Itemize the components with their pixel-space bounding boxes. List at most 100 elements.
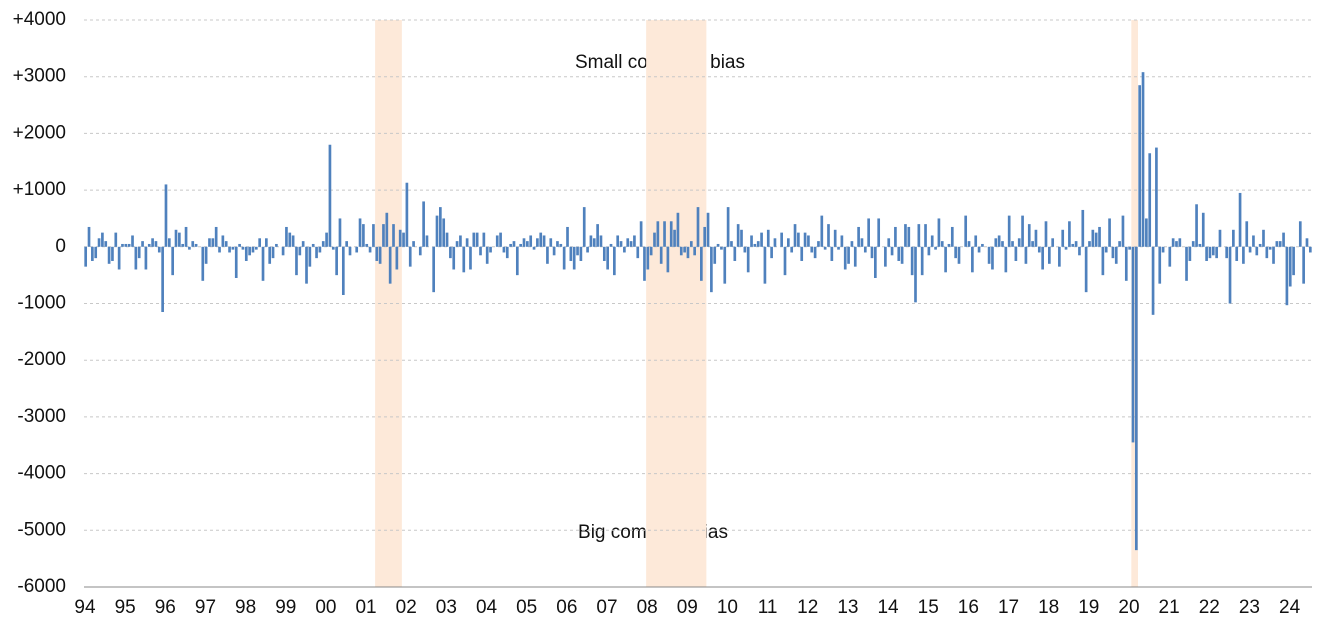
x-tick-label: 19 xyxy=(1078,597,1099,618)
bar xyxy=(214,226,218,247)
bar xyxy=(121,243,124,247)
y-tick-label: -4000 xyxy=(17,463,66,484)
bar xyxy=(860,238,864,247)
bar xyxy=(201,246,205,281)
bar xyxy=(894,226,897,247)
x-tick-label: 94 xyxy=(74,597,96,618)
bar xyxy=(1292,246,1295,276)
bar xyxy=(526,241,529,247)
x-tick-label: 15 xyxy=(918,597,939,618)
bar xyxy=(1021,215,1024,247)
bar xyxy=(790,246,794,253)
bar xyxy=(194,243,198,247)
bar xyxy=(643,246,646,281)
bar xyxy=(241,246,245,250)
x-tick-label: 07 xyxy=(596,597,617,618)
bar xyxy=(452,246,456,270)
bar xyxy=(1248,246,1252,253)
bar xyxy=(1081,209,1085,247)
bar xyxy=(1305,238,1309,247)
bar xyxy=(147,243,151,247)
bar xyxy=(810,246,814,253)
bar xyxy=(137,246,141,259)
y-tick-label: -2000 xyxy=(17,349,66,370)
bar xyxy=(542,235,546,247)
bar xyxy=(1262,229,1265,247)
x-tick-label: 17 xyxy=(998,597,1019,618)
bar xyxy=(341,246,345,295)
bar xyxy=(1265,246,1269,259)
bar xyxy=(479,246,482,256)
bar xyxy=(1031,241,1034,247)
bar xyxy=(833,229,837,247)
bar xyxy=(1044,221,1048,247)
bar xyxy=(335,246,338,276)
bar xyxy=(787,238,790,247)
x-tick-label: 01 xyxy=(355,597,376,618)
bar xyxy=(954,246,957,259)
bar xyxy=(703,226,707,247)
bar xyxy=(181,243,185,247)
bar xyxy=(803,232,807,247)
bar xyxy=(1071,243,1075,247)
bar xyxy=(462,246,466,273)
bar xyxy=(117,246,121,270)
bar xyxy=(586,246,589,253)
bar xyxy=(874,246,877,278)
bar xyxy=(780,232,783,247)
bar xyxy=(107,246,111,264)
bar xyxy=(589,235,593,247)
bar xyxy=(1238,192,1242,247)
bar xyxy=(766,229,770,247)
bar xyxy=(1134,246,1138,551)
bar xyxy=(1051,238,1055,247)
bar xyxy=(592,238,596,247)
bar xyxy=(1027,224,1031,247)
bar xyxy=(539,232,543,247)
bar xyxy=(515,246,519,276)
bar xyxy=(231,246,235,250)
bar xyxy=(676,212,680,247)
bar xyxy=(238,243,241,247)
bar xyxy=(1078,246,1081,256)
bar xyxy=(853,246,857,267)
x-tick-label: 21 xyxy=(1159,597,1180,618)
bar xyxy=(275,243,278,247)
bar xyxy=(1302,246,1305,284)
bar xyxy=(666,246,670,273)
bar xyxy=(914,246,917,303)
bar xyxy=(636,246,640,259)
bar xyxy=(800,246,804,261)
bar xyxy=(395,246,399,270)
bar xyxy=(171,246,175,276)
bar xyxy=(659,246,663,264)
bar xyxy=(251,246,255,253)
bar xyxy=(566,226,569,247)
bar xyxy=(161,246,164,313)
bar xyxy=(1178,238,1182,247)
bar xyxy=(104,241,108,247)
bar xyxy=(271,246,275,259)
bar xyxy=(1101,246,1105,276)
bar xyxy=(131,235,134,247)
bar xyxy=(626,238,630,247)
bar xyxy=(633,235,636,247)
bar xyxy=(977,246,981,253)
bar xyxy=(736,224,740,247)
bar xyxy=(288,232,292,247)
bar xyxy=(111,246,114,261)
bar xyxy=(1168,246,1172,267)
bar xyxy=(770,246,773,259)
bar xyxy=(793,224,797,247)
bar xyxy=(683,246,686,253)
y-tick-label: +1000 xyxy=(13,179,66,200)
bar xyxy=(726,207,730,247)
bar xyxy=(519,243,522,247)
bar xyxy=(1215,246,1218,259)
bar xyxy=(613,246,616,276)
bar xyxy=(1308,246,1312,253)
bar xyxy=(1064,246,1068,250)
bar xyxy=(475,232,479,247)
bar xyxy=(1225,246,1229,259)
bar xyxy=(435,215,439,247)
